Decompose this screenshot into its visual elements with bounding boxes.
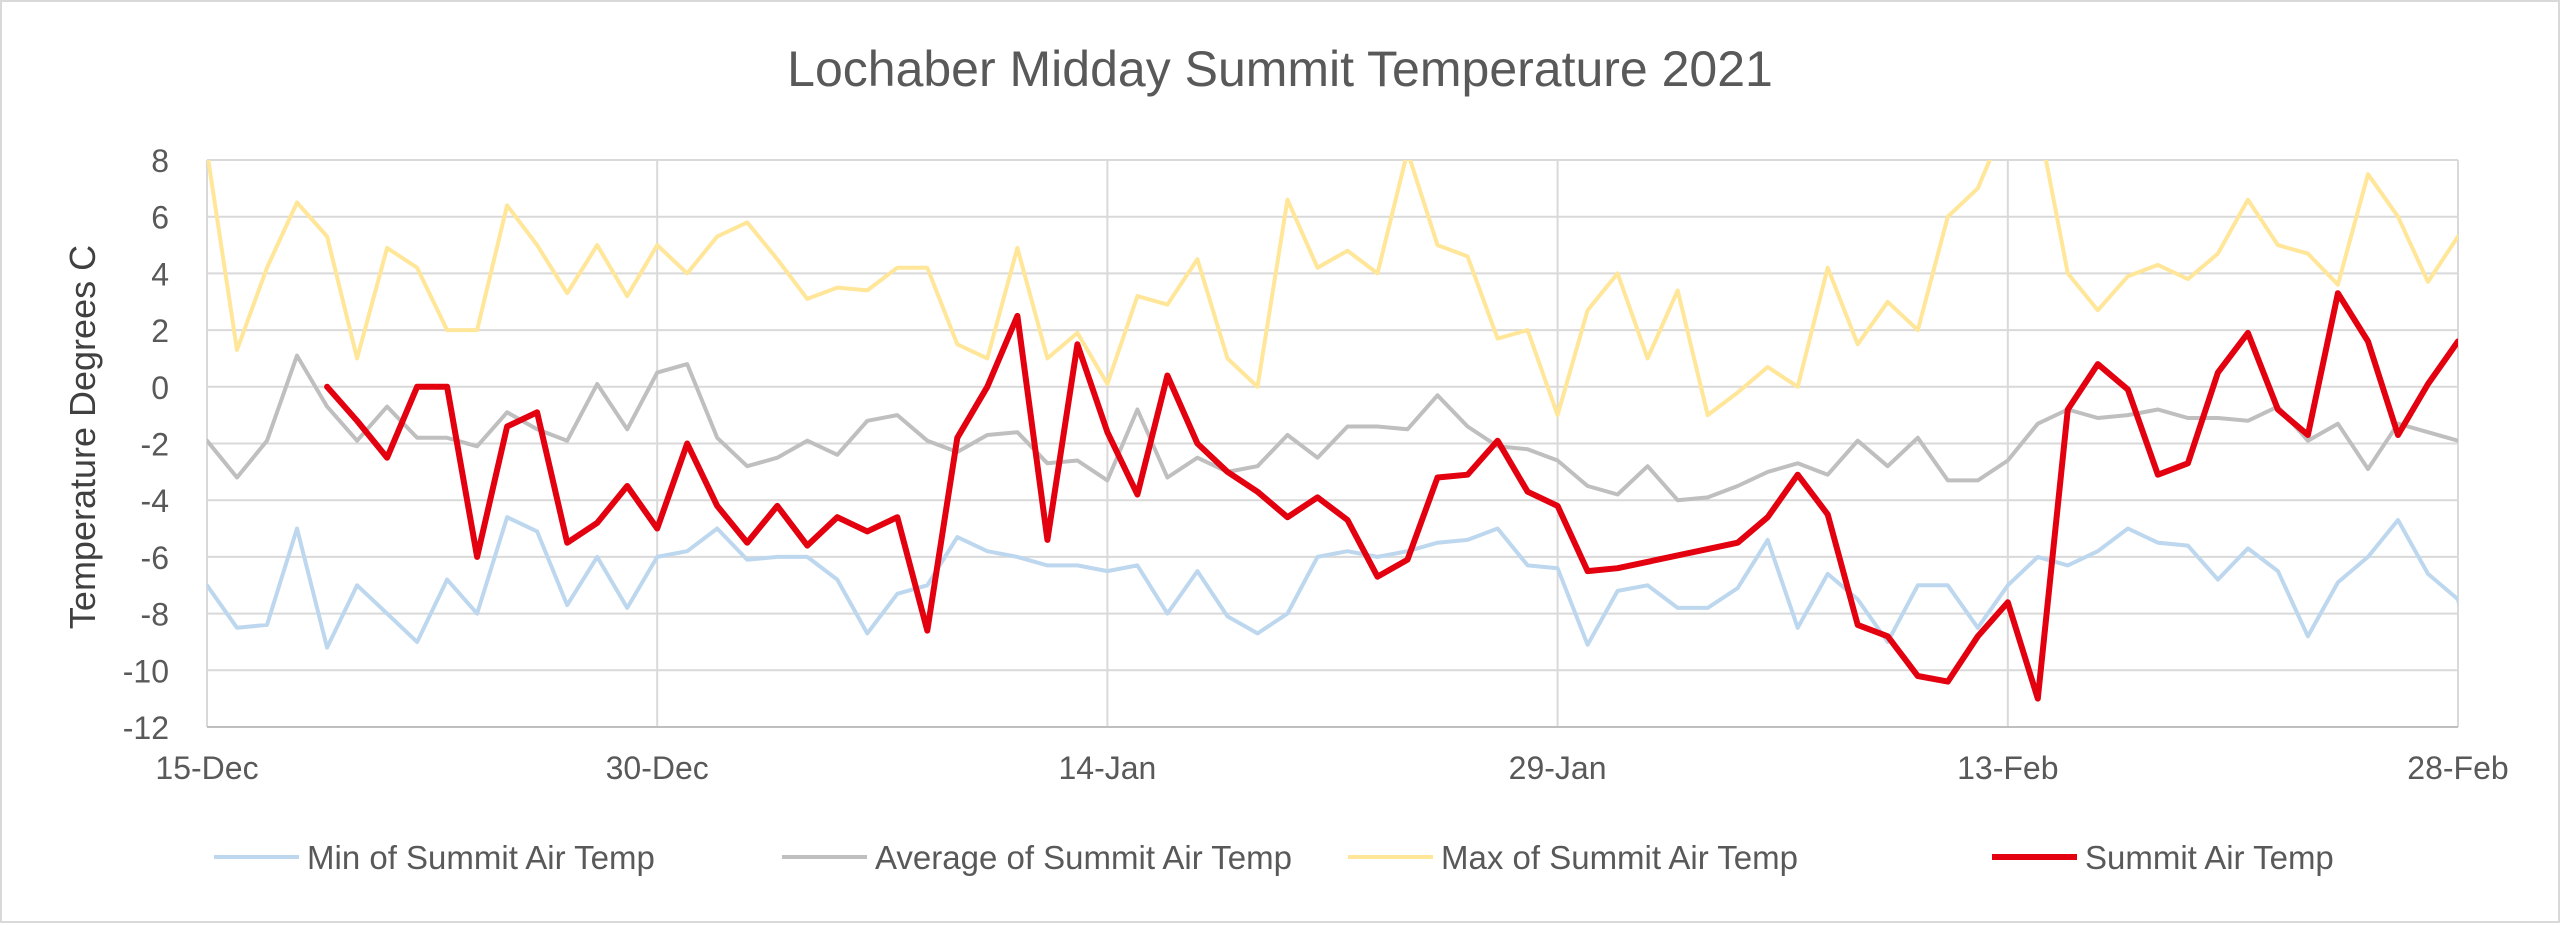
legend-label: Min of Summit Air Temp — [307, 839, 655, 876]
x-tick-label: 14-Jan — [1058, 750, 1156, 786]
series-line-max-of-summit-air-temp — [207, 160, 2458, 418]
y-tick-label: -4 — [141, 483, 169, 519]
y-tick-label: 0 — [151, 370, 169, 406]
y-tick-label: 8 — [151, 143, 169, 179]
y-tick-label: -10 — [123, 653, 169, 689]
series-line-average-of-summit-air-temp — [207, 353, 2458, 503]
y-tick-label: -8 — [141, 597, 169, 633]
y-tick-label: 2 — [151, 313, 169, 349]
y-tick-label: -2 — [141, 427, 169, 463]
legend-label: Summit Air Temp — [2085, 839, 2334, 876]
legend-label: Average of Summit Air Temp — [875, 839, 1292, 876]
x-tick-label: 28-Feb — [2407, 750, 2508, 786]
x-tick-label: 29-Jan — [1509, 750, 1607, 786]
x-tick-label: 13-Feb — [1957, 750, 2058, 786]
y-tick-label: -6 — [141, 540, 169, 576]
chart-title: Lochaber Midday Summit Temperature 2021 — [787, 41, 1773, 97]
y-axis-label: Temperature Degrees C — [62, 245, 103, 629]
y-tick-label: 4 — [151, 256, 169, 292]
x-tick-label: 30-Dec — [606, 750, 709, 786]
y-tick-label: 6 — [151, 200, 169, 236]
x-tick-label: 15-Dec — [155, 750, 258, 786]
legend-label: Max of Summit Air Temp — [1441, 839, 1798, 876]
series-line-min-of-summit-air-temp — [207, 515, 2458, 650]
series-line-summit-air-temp — [324, 290, 2458, 702]
y-tick-label: -12 — [123, 710, 169, 746]
